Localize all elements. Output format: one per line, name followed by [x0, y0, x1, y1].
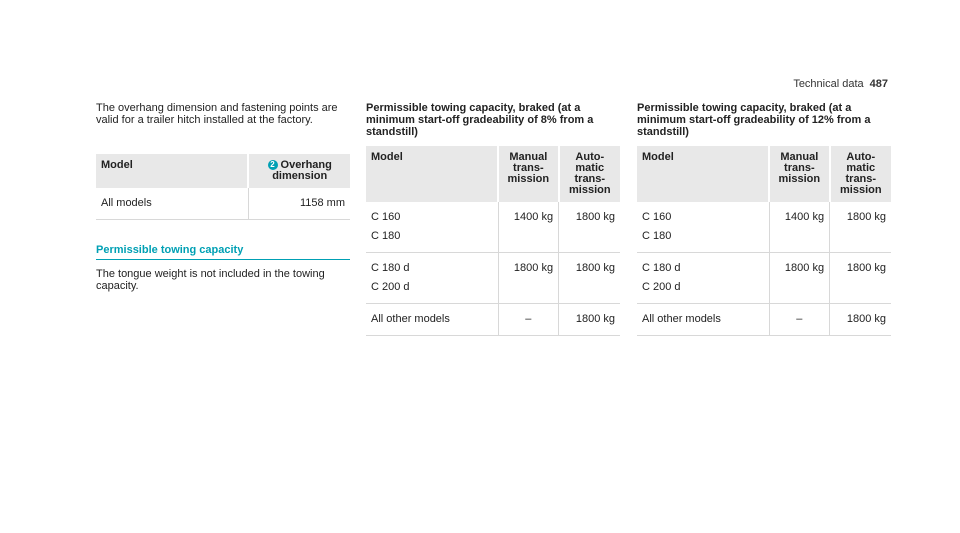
section-text: The tongue weight is not included in the…	[96, 268, 325, 292]
automatic-cell: 1800 kg	[829, 202, 891, 253]
model-cell: C 160 C 180	[366, 202, 499, 253]
col-manual-header: Manual trans-mission	[497, 146, 559, 202]
col-model-header: Model	[637, 146, 770, 202]
overhang-header-label: Overhang dimension	[272, 159, 332, 182]
table-heading: Permissible towing capacity, braked (at …	[366, 102, 594, 138]
table-heading: Permissible towing capacity, braked (at …	[637, 102, 871, 138]
col-model-header: Model	[96, 154, 249, 188]
manual-cell: 1400 kg	[768, 202, 830, 253]
model-cell: C 180 d C 200 d	[637, 252, 770, 304]
col-automatic-header: Auto-matic trans-mission	[828, 146, 891, 202]
model-line: C 180 d	[642, 262, 681, 274]
table-row: C 160 C 180 1400 kg 1800 kg	[637, 202, 891, 253]
row-overhang-value: 1158 mm	[247, 188, 350, 220]
table-row: All models 1158 mm	[96, 188, 350, 220]
table-row: C 180 d C 200 d 1800 kg 1800 kg	[366, 252, 620, 304]
manual-cell: 1800 kg	[497, 252, 559, 304]
table-header-row: Model 2 Overhang dimension	[96, 154, 350, 188]
row-model: All models	[96, 188, 249, 220]
model-cell: All other models	[637, 303, 770, 336]
model-line: C 180	[371, 230, 401, 242]
page-number: 487	[869, 78, 888, 90]
col-overhang-header: 2 Overhang dimension	[247, 154, 350, 188]
manual-cell: 1400 kg	[497, 202, 559, 253]
automatic-cell: 1800 kg	[829, 303, 891, 336]
overhang-table: Model 2 Overhang dimension All models 115…	[96, 154, 350, 220]
table-row: C 180 d C 200 d 1800 kg 1800 kg	[637, 252, 891, 304]
model-line: C 160	[642, 211, 672, 223]
model-line: C 200 d	[642, 281, 681, 293]
manual-cell: –	[768, 303, 830, 336]
towing-capacity-section: Permissible towing capacity The tongue w…	[96, 244, 350, 292]
page-header: Technical data 487	[793, 78, 888, 90]
model-line: C 180 d	[371, 262, 410, 274]
manual-cell: –	[497, 303, 559, 336]
table-row: C 160 C 180 1400 kg 1800 kg	[366, 202, 620, 253]
callout-number-badge: 2	[267, 160, 278, 170]
automatic-cell: 1800 kg	[829, 252, 891, 304]
model-cell: All other models	[366, 303, 499, 336]
column-towing-12pct: Permissible towing capacity, braked (at …	[637, 102, 891, 336]
overhang-intro: The overhang dimension and fastening poi…	[96, 102, 338, 126]
model-line: C 180	[642, 230, 672, 242]
automatic-cell: 1800 kg	[558, 252, 620, 304]
towing-table-8pct: Model Manual trans-mission Auto-matic tr…	[366, 146, 620, 336]
col-automatic-header: Auto-matic trans-mission	[557, 146, 620, 202]
table-row: All other models – 1800 kg	[637, 303, 891, 336]
col-manual-header: Manual trans-mission	[768, 146, 830, 202]
towing-table-12pct: Model Manual trans-mission Auto-matic tr…	[637, 146, 891, 336]
table-header-row: Model Manual trans-mission Auto-matic tr…	[366, 146, 620, 202]
col-model-header: Model	[366, 146, 499, 202]
section-title: Permissible towing capacity	[96, 244, 350, 260]
column-towing-8pct: Permissible towing capacity, braked (at …	[366, 102, 620, 336]
model-cell: C 180 d C 200 d	[366, 252, 499, 304]
manual-cell: 1800 kg	[768, 252, 830, 304]
automatic-cell: 1800 kg	[558, 303, 620, 336]
model-line: C 200 d	[371, 281, 410, 293]
table-header-row: Model Manual trans-mission Auto-matic tr…	[637, 146, 891, 202]
model-line: C 160	[371, 211, 401, 223]
section-name: Technical data	[793, 78, 864, 90]
column-overhang: The overhang dimension and fastening poi…	[96, 102, 350, 292]
model-cell: C 160 C 180	[637, 202, 770, 253]
automatic-cell: 1800 kg	[558, 202, 620, 253]
table-row: All other models – 1800 kg	[366, 303, 620, 336]
